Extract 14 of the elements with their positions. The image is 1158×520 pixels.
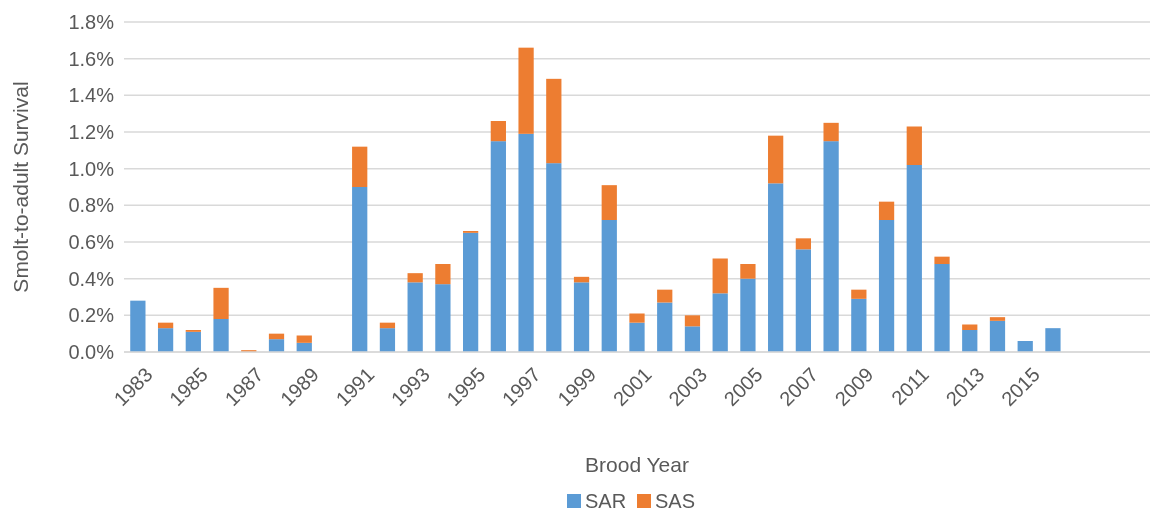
y-tick-label: 1.4% <box>68 84 115 107</box>
y-tick-label: 1.0% <box>68 157 115 180</box>
y-tick-label: 0.4% <box>68 267 115 290</box>
y-tick-label: 0.6% <box>68 231 115 253</box>
legend-label: SAS <box>655 490 696 512</box>
y-tick-label: 1.2% <box>68 121 115 143</box>
y-tick-label: 1.8% <box>68 11 115 33</box>
y-tick-label: 0.0% <box>68 341 115 363</box>
legend-label: SAR <box>585 490 627 512</box>
x-axis-title: Brood Year <box>585 453 689 476</box>
y-tick-label: 0.8% <box>68 194 115 217</box>
y-axis-title: Smolt-to-adult Survival <box>9 81 32 293</box>
y-tick-label: 0.2% <box>68 304 115 327</box>
y-tick-label: 1.6% <box>68 47 115 70</box>
